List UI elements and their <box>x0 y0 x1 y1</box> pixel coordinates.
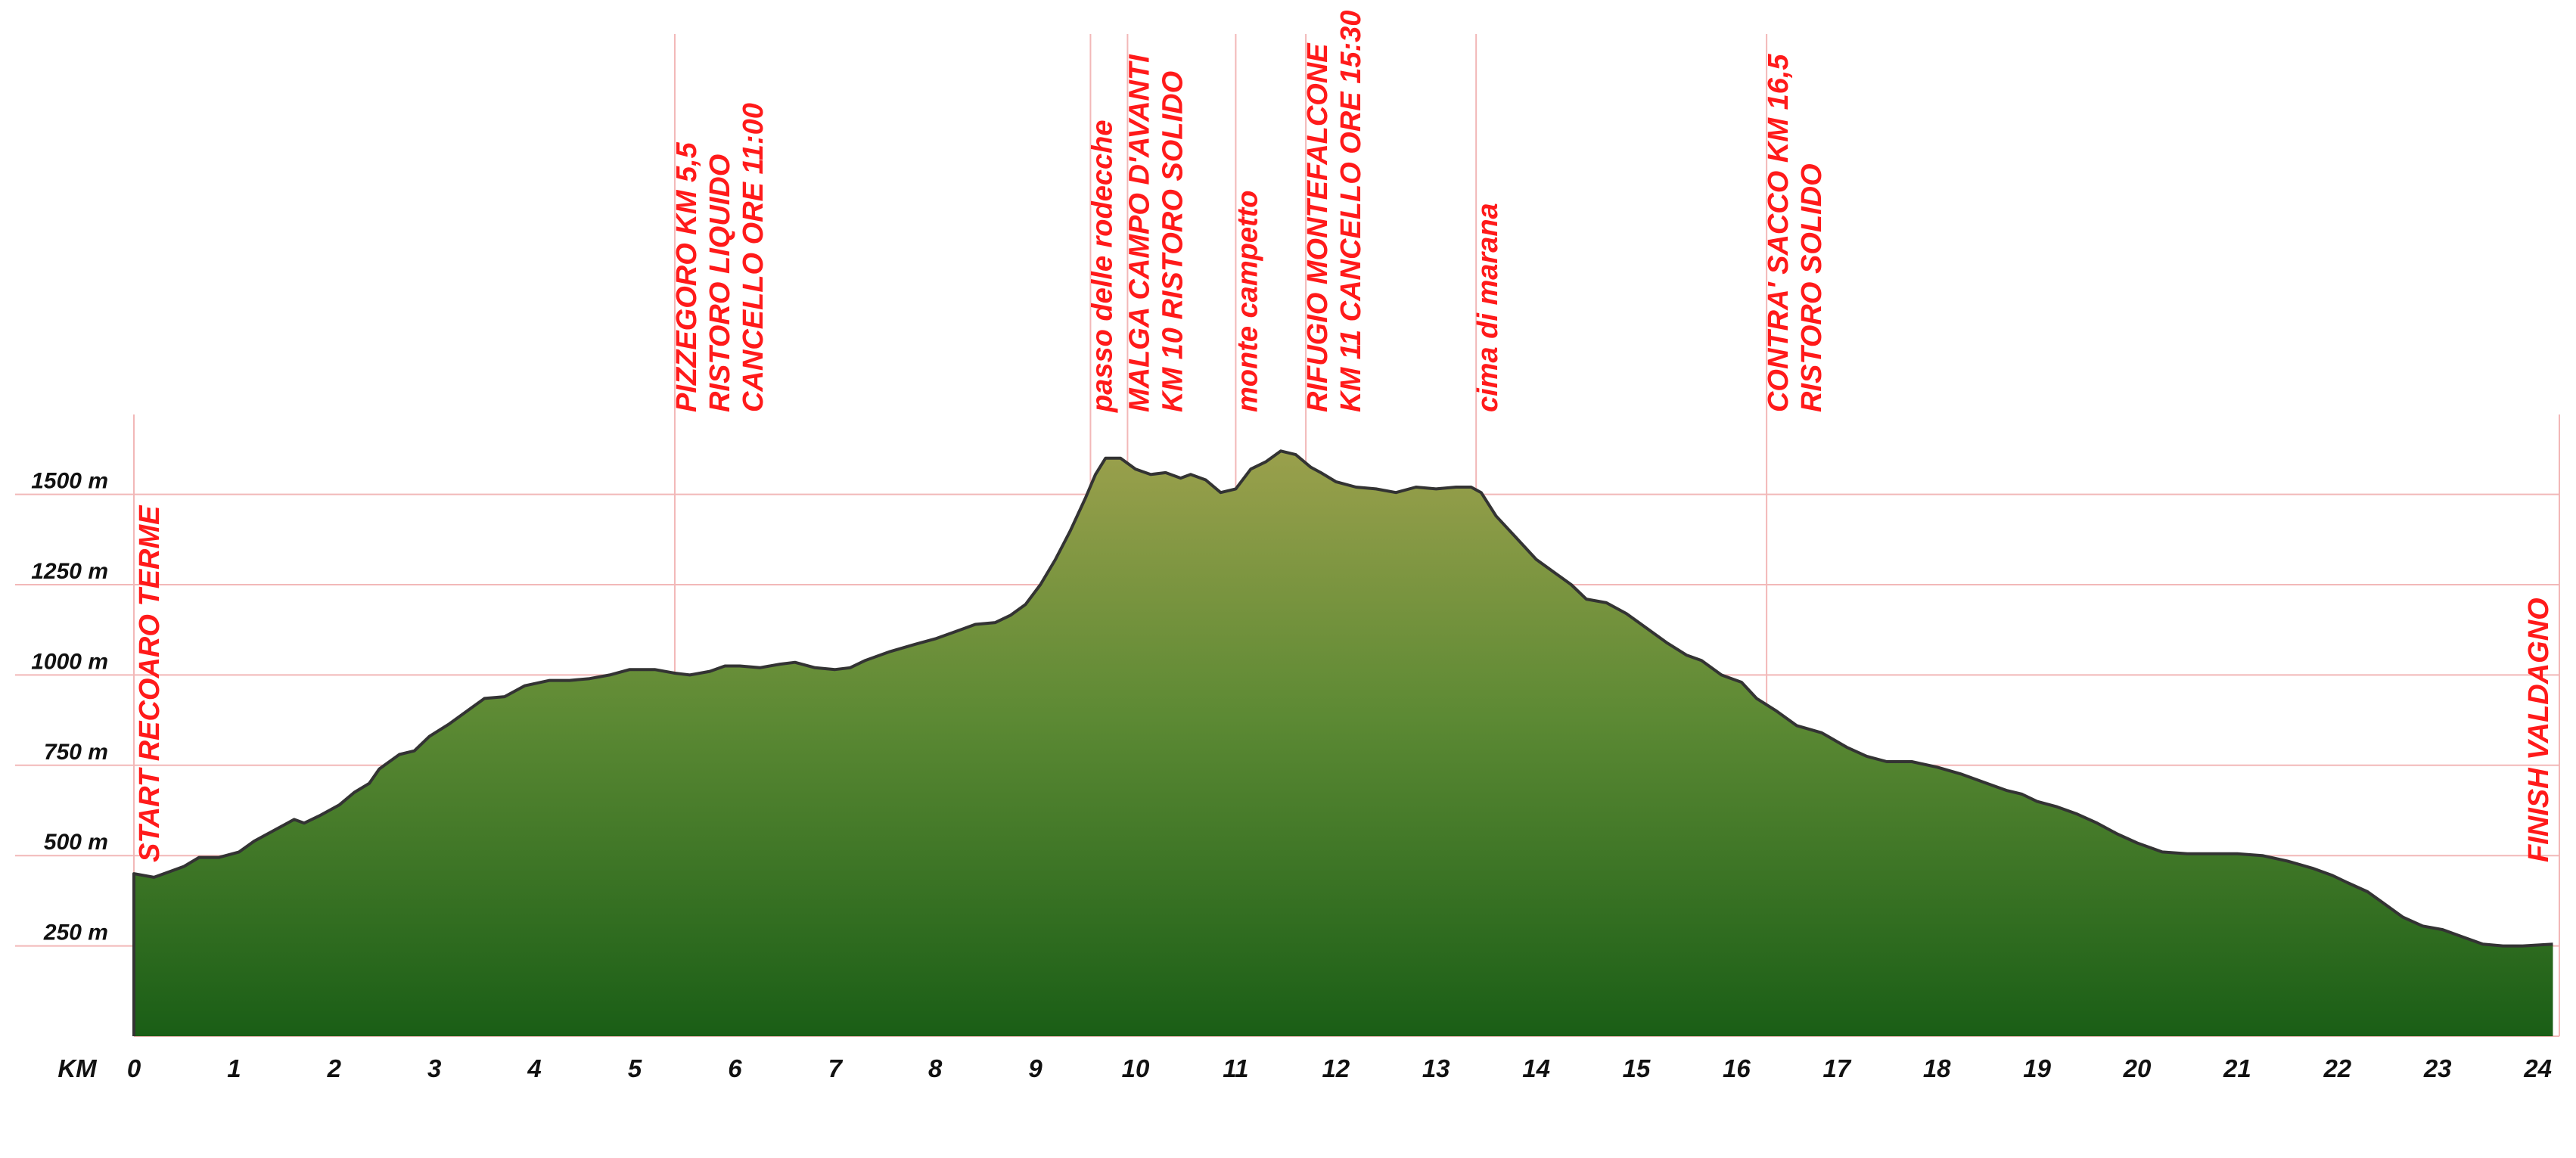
y-axis: 250 m 500 m 750 m 1000 m 1250 m 1500 m <box>31 469 108 945</box>
x-tick-label: 12 <box>1322 1054 1350 1082</box>
waypoint-annotations: PIZZEGORO KM 5,5 RISTORO LIQUIDO CANCELLO … <box>134 11 2555 862</box>
x-tick-label: 19 <box>2023 1054 2051 1082</box>
y-tick-label: 750 m <box>44 740 108 765</box>
waypoint-label: cima di marana <box>1472 203 1504 412</box>
x-tick-label: 15 <box>1623 1054 1651 1082</box>
waypoint-label: RIFUGIO MONTEFALCONE <box>1302 42 1334 412</box>
x-tick-label: 23 <box>2423 1054 2452 1082</box>
x-tick-label: 18 <box>1923 1054 1951 1082</box>
x-tick-label: 13 <box>1422 1054 1450 1082</box>
x-tick-label: 21 <box>2223 1054 2251 1082</box>
x-unit-label: KM <box>57 1054 98 1082</box>
x-tick-label: 2 <box>327 1054 342 1082</box>
x-tick-label: 10 <box>1122 1054 1150 1082</box>
finish-label: FINISH VALDAGNO <box>2523 598 2555 862</box>
start-label: START RECOARO TERME <box>134 504 166 862</box>
elevation-outline <box>132 449 2553 1036</box>
x-tick-label: 11 <box>1223 1054 1248 1082</box>
x-tick-label: 20 <box>2123 1054 2152 1082</box>
y-tick-label: 1500 m <box>31 469 108 494</box>
waypoint-label: KM 10 RISTORO SOLIDO <box>1157 71 1189 412</box>
x-tick-label: 6 <box>728 1054 742 1082</box>
y-tick-label: 250 m <box>43 921 108 945</box>
waypoint-label: KM 11 CANCELLO ORE 15:30 <box>1335 11 1367 412</box>
x-tick-label: 0 <box>127 1054 141 1082</box>
x-tick-label: 8 <box>928 1054 943 1082</box>
y-tick-label: 1000 m <box>31 649 108 674</box>
waypoint-label: MALGA CAMPO D'AVANTI <box>1123 54 1155 412</box>
waypoint-label: PIZZEGORO KM 5,5 <box>671 141 703 412</box>
x-tick-label: 9 <box>1028 1054 1043 1082</box>
x-tick-label: 16 <box>1723 1054 1751 1082</box>
y-tick-label: 1250 m <box>31 559 108 584</box>
waypoint-label: monte campetto <box>1232 191 1263 412</box>
x-tick-label: 7 <box>828 1054 844 1082</box>
x-tick-label: 1 <box>227 1054 241 1082</box>
x-tick-label: 4 <box>527 1054 541 1082</box>
waypoint-label: CANCELLO ORE 11:00 <box>738 103 769 412</box>
waypoint-label: passo delle rodecche <box>1086 120 1118 414</box>
waypoint-label: RISTORO LIQUIDO <box>704 154 736 412</box>
x-axis: 0 1 2 3 4 5 6 7 8 9 10 11 12 13 14 15 16 17 18 19 20 21 22 23 24… <box>57 1054 2552 1082</box>
x-tick-label: 14 <box>1522 1054 1550 1082</box>
x-tick-label: 5 <box>628 1054 642 1082</box>
x-tick-label: 3 <box>427 1054 441 1082</box>
elevation-area <box>132 449 2553 1036</box>
y-tick-label: 500 m <box>44 830 108 855</box>
waypoint-label: CONTRA' SACCO KM 16,5 <box>1763 54 1794 412</box>
waypoint-label: RISTORO SOLIDO <box>1796 163 1828 412</box>
x-tick-label: 22 <box>2323 1054 2351 1082</box>
elevation-fill <box>134 451 2553 1036</box>
x-tick-label: 17 <box>1822 1054 1851 1082</box>
x-tick-label: 24 <box>2523 1054 2552 1082</box>
